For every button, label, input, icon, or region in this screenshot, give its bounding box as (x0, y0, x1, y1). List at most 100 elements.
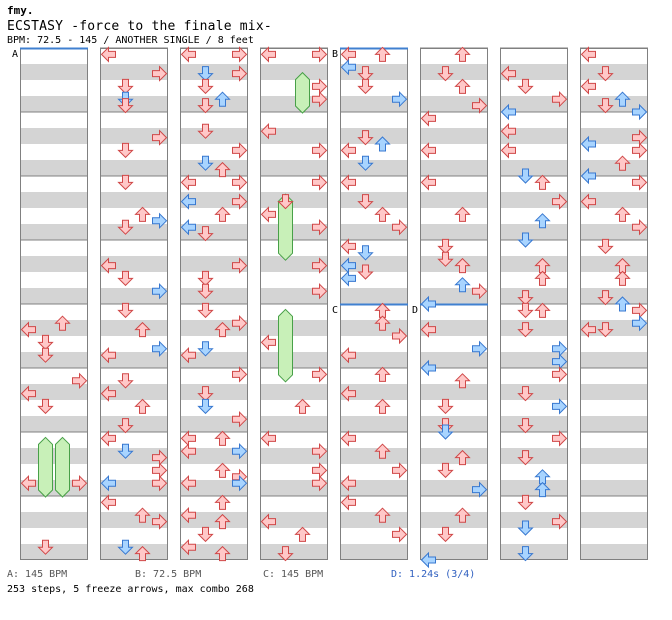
down-arrow (357, 155, 374, 171)
down-arrow (517, 302, 534, 319)
right-arrow (312, 442, 328, 460)
right-arrow (472, 340, 488, 358)
left-arrow (180, 506, 196, 524)
down-arrow (37, 347, 54, 363)
up-arrow (454, 507, 471, 523)
down-arrow (517, 386, 534, 402)
freeze-arrow (55, 436, 70, 498)
right-arrow (232, 174, 248, 191)
right-arrow (392, 218, 408, 236)
left-arrow (260, 513, 276, 530)
right-arrow (232, 366, 248, 383)
down-arrow (437, 66, 454, 82)
up-arrow (374, 46, 391, 62)
song-info: BPM: 72.5 - 145 / ANOTHER SINGLE / 8 fee… (7, 35, 254, 46)
chart-column-5 (340, 47, 408, 560)
chart-column-3 (180, 47, 248, 560)
down-arrow (197, 341, 214, 357)
down-arrow (357, 194, 374, 210)
down-arrow (437, 251, 454, 267)
up-arrow (374, 398, 391, 414)
down-arrow (357, 130, 374, 146)
right-arrow (232, 142, 248, 159)
left-arrow (500, 142, 516, 159)
right-arrow (472, 282, 488, 300)
down-arrow (597, 322, 614, 338)
down-arrow (517, 290, 534, 306)
right-arrow (392, 462, 408, 479)
down-arrow (277, 194, 294, 210)
up-arrow (214, 513, 231, 530)
left-arrow (180, 474, 196, 492)
right-arrow (312, 46, 328, 63)
legend-d: D: 1.24s (3/4) (391, 569, 476, 580)
right-arrow (152, 474, 168, 492)
up-arrow (134, 507, 151, 523)
up-arrow (214, 321, 231, 338)
up-arrow (374, 206, 391, 222)
down-arrow (117, 219, 134, 235)
down-arrow (357, 245, 374, 261)
down-arrow (517, 546, 534, 562)
left-arrow (500, 65, 516, 82)
right-arrow (392, 526, 408, 543)
up-arrow (214, 494, 231, 510)
down-arrow (117, 78, 134, 95)
section-marker-label: C (332, 305, 338, 316)
up-arrow (454, 46, 471, 62)
right-arrow (232, 65, 248, 82)
down-arrow (517, 232, 534, 248)
up-arrow (134, 545, 151, 562)
right-arrow (552, 513, 568, 530)
down-arrow (597, 98, 614, 114)
site-brand: fmy. (7, 4, 34, 17)
up-arrow (454, 78, 471, 94)
down-arrow (197, 66, 214, 82)
right-arrow (152, 340, 168, 358)
chart-column-2 (100, 47, 168, 560)
right-arrow (552, 398, 568, 415)
down-arrow (117, 98, 134, 114)
up-arrow (614, 296, 631, 312)
down-arrow (197, 386, 214, 402)
up-arrow (454, 206, 471, 222)
down-arrow (117, 142, 134, 159)
up-arrow (214, 545, 231, 562)
chart-column-7 (500, 47, 568, 560)
left-arrow (340, 474, 356, 492)
up-arrow (454, 449, 471, 466)
left-arrow (100, 430, 116, 447)
left-arrow (340, 58, 356, 76)
down-arrow (597, 66, 614, 82)
up-arrow (134, 206, 151, 222)
right-arrow (152, 282, 168, 300)
chart-column-4 (260, 47, 328, 560)
down-arrow (197, 123, 214, 139)
left-arrow (340, 494, 356, 511)
down-arrow (117, 270, 134, 287)
left-arrow (260, 122, 276, 140)
down-arrow (117, 443, 134, 459)
left-arrow (100, 46, 116, 63)
up-arrow (374, 507, 391, 523)
freeze-arrow (278, 308, 293, 383)
down-arrow (117, 174, 134, 191)
right-arrow (632, 218, 648, 236)
right-arrow (152, 513, 168, 530)
right-arrow (232, 257, 248, 274)
right-arrow (232, 442, 248, 460)
down-arrow (37, 398, 54, 415)
left-arrow (100, 494, 116, 511)
section-marker-label: D (412, 305, 418, 316)
left-arrow (340, 238, 356, 255)
right-arrow (312, 257, 328, 274)
section-marker-label: A (12, 49, 18, 60)
right-arrow (312, 366, 328, 383)
left-arrow (340, 174, 356, 191)
left-arrow (340, 346, 356, 364)
left-arrow (580, 135, 596, 153)
right-arrow (312, 218, 328, 236)
left-arrow (420, 110, 436, 127)
left-arrow (20, 321, 36, 338)
